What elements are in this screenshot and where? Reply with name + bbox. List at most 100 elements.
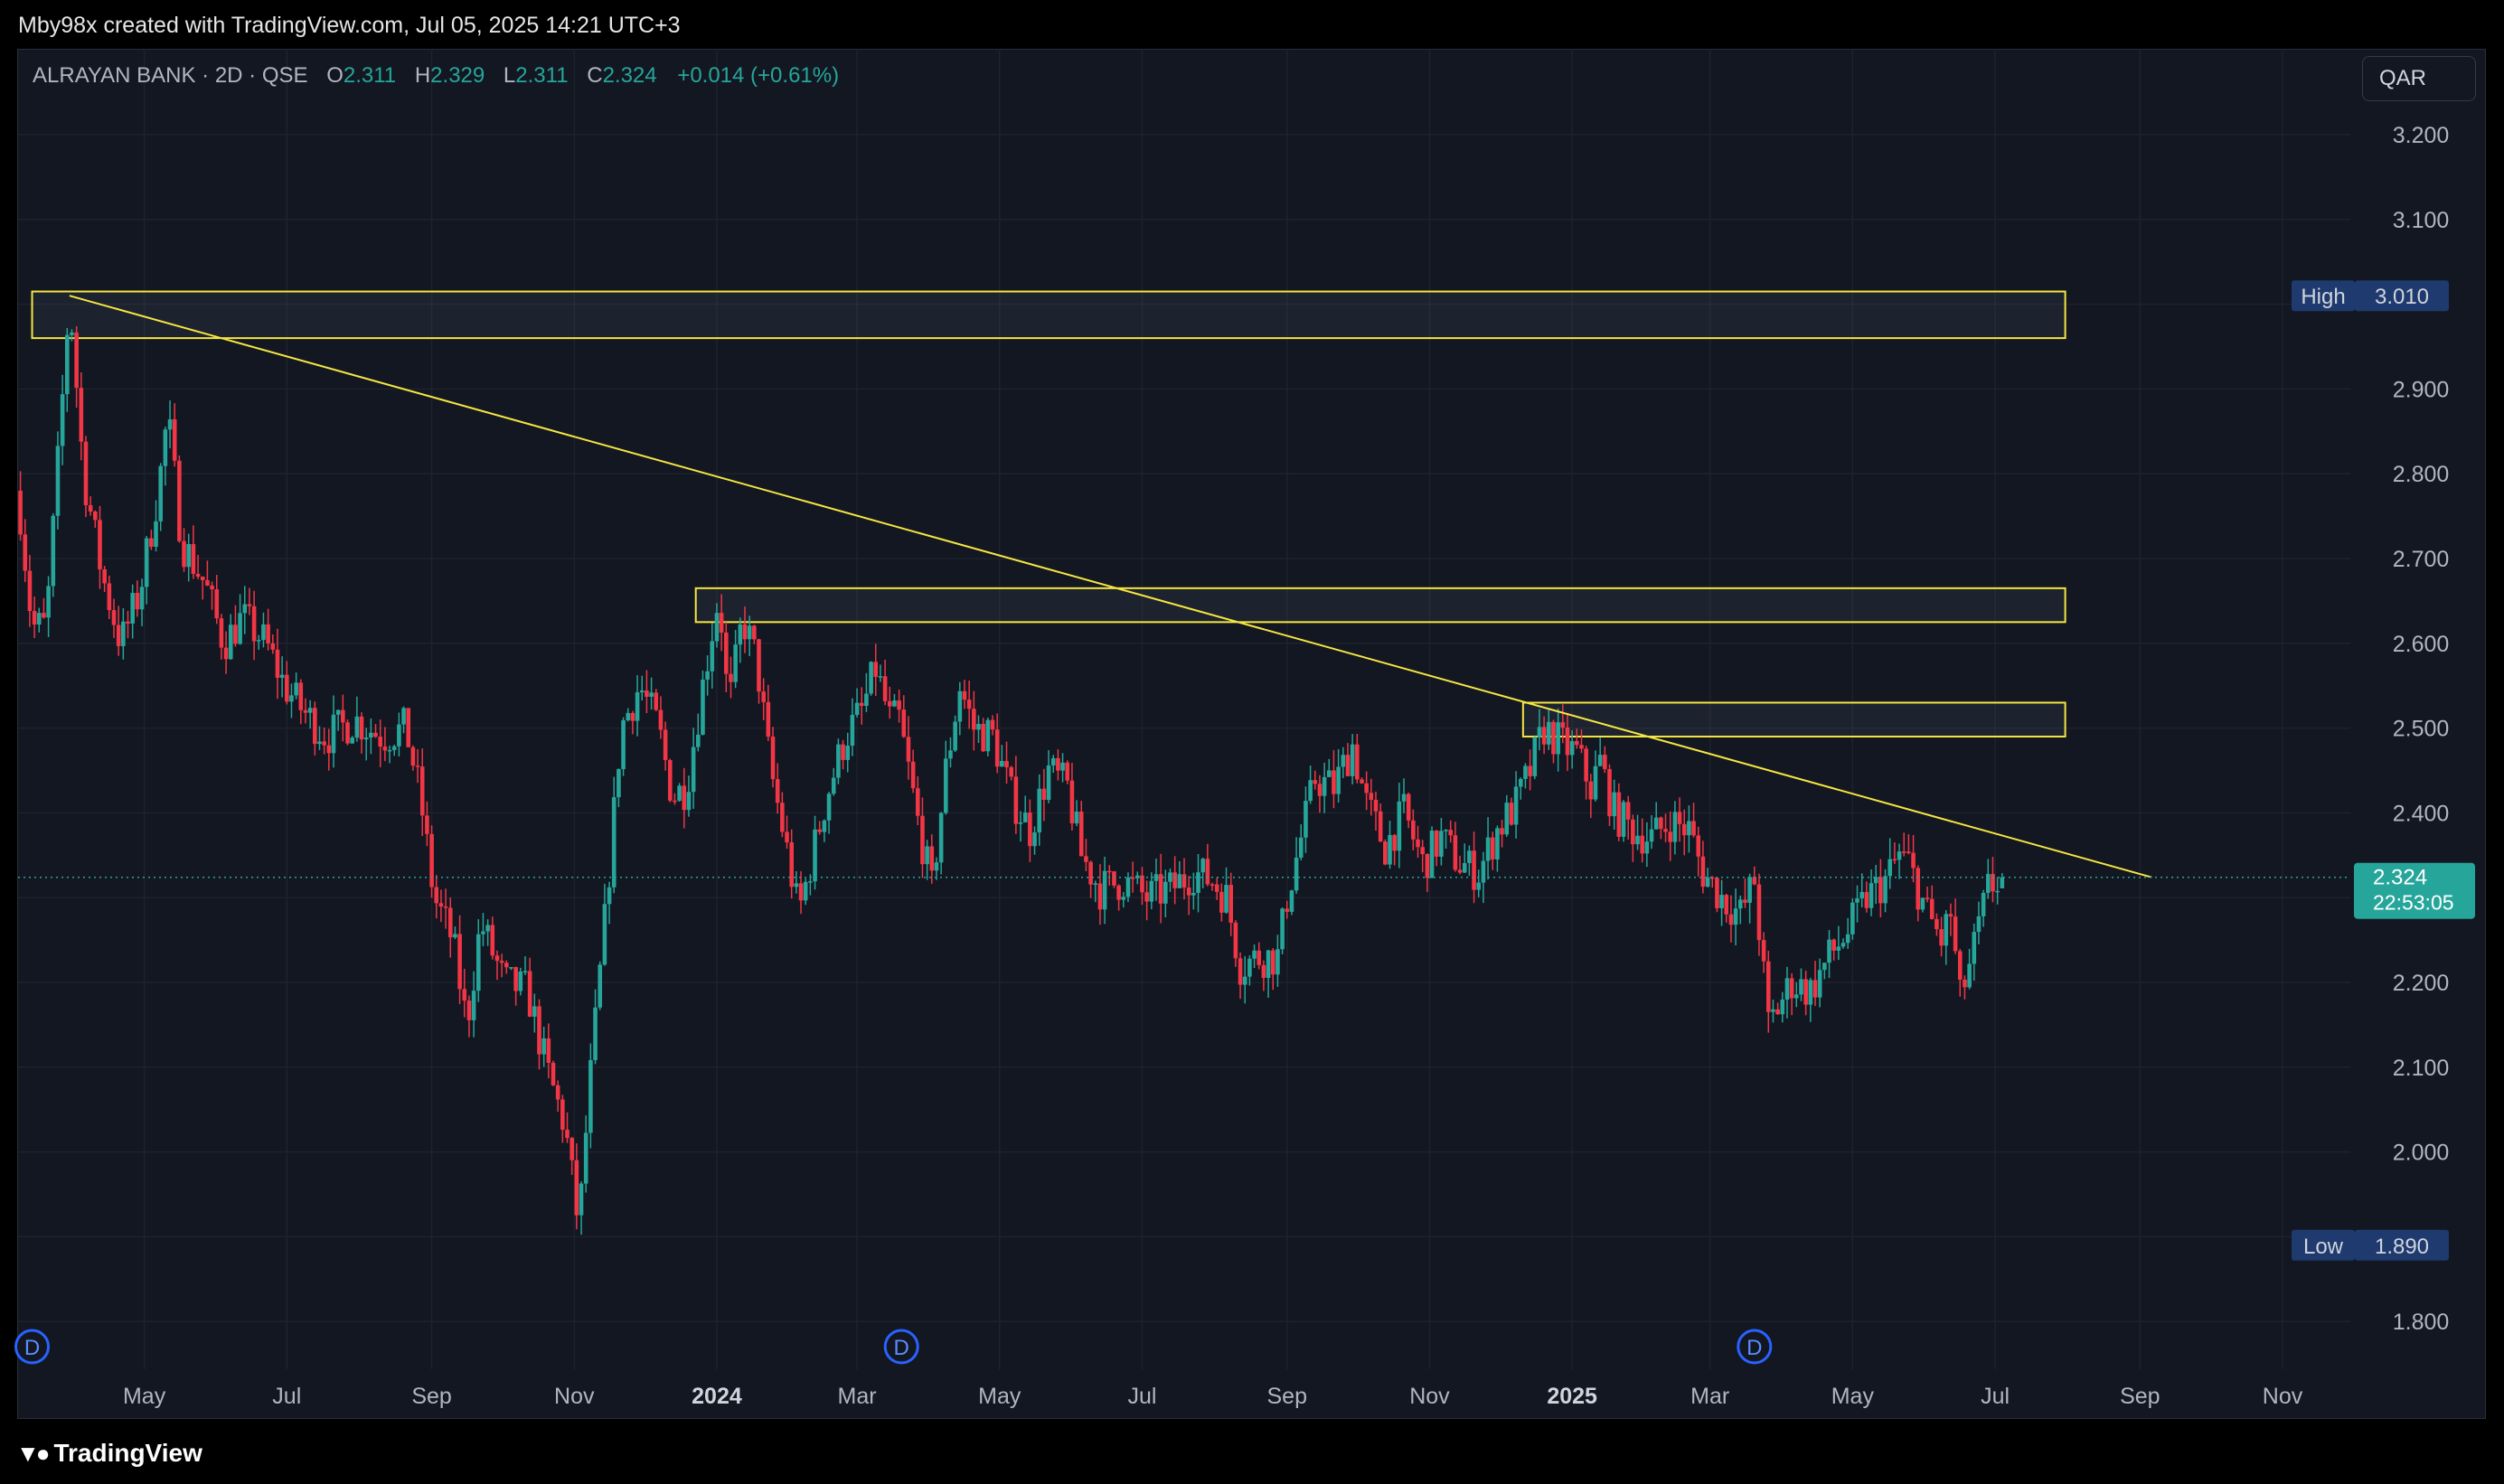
price-axis[interactable]: 3.200 3.100 2.900 2.800 2.700 2.600 2.500 2.400…	[2292, 123, 2475, 1335]
candle-down	[270, 643, 276, 650]
candle-down	[373, 732, 378, 737]
candle-up	[1808, 980, 1813, 1005]
candle-up	[481, 931, 485, 935]
marker-value-bg	[2355, 280, 2449, 312]
candle-up	[509, 967, 513, 969]
candle-down	[1065, 762, 1070, 781]
candle-up	[238, 613, 242, 644]
candle-up	[256, 640, 261, 642]
time-axis[interactable]: May Jul Sep Nov 2024 Mar May Jul Sep Nov 2025 Mar Ma…	[123, 1384, 2303, 1409]
y-tick-label: 2.400	[2393, 801, 2450, 826]
candle-up	[598, 964, 603, 1008]
candle-down	[1257, 950, 1262, 965]
resistance-zone[interactable]	[1521, 701, 2066, 737]
candle-up	[1200, 859, 1205, 873]
candle-down	[1378, 811, 1383, 842]
candle-down	[1186, 888, 1191, 896]
candle-up	[1439, 831, 1444, 857]
x-tick-label: Sep	[2120, 1384, 2160, 1409]
candle-up	[350, 737, 354, 744]
candle-up	[1032, 832, 1037, 847]
candle-down	[1088, 861, 1093, 885]
tradingview-logo-icon: ▼●	[16, 1440, 50, 1467]
candle-down	[410, 747, 416, 766]
tradingview-logo-text: TradingView	[53, 1439, 202, 1467]
candle-down	[1172, 872, 1177, 888]
candle-down	[1659, 817, 1663, 830]
candle-down	[841, 744, 845, 760]
candle-up	[1593, 765, 1598, 800]
candle-down	[901, 709, 907, 737]
candle-down	[798, 883, 804, 901]
chart-pane[interactable]	[17, 49, 2486, 1419]
candle-up	[1000, 760, 1004, 767]
currency-button[interactable]: QAR	[2362, 56, 2476, 101]
tradingview-logo[interactable]: ▼● TradingView	[16, 1439, 202, 1468]
candle-down	[1490, 837, 1495, 859]
dividend-marker[interactable]	[14, 1329, 51, 1365]
candle-down	[182, 540, 186, 568]
candle-up	[1649, 829, 1654, 842]
candle-up	[925, 846, 929, 865]
high-label: H	[414, 63, 431, 88]
candle-down	[658, 709, 664, 730]
candle-down	[1472, 850, 1476, 890]
resistance-zones[interactable]	[31, 290, 2066, 737]
candle-down	[1709, 877, 1715, 879]
candle-up	[579, 1183, 584, 1216]
x-tick-label: Jul	[1981, 1384, 2010, 1409]
candle-down	[1144, 892, 1149, 902]
candle-down	[1831, 939, 1836, 951]
candle-down	[494, 955, 500, 962]
candle-down	[1345, 755, 1351, 776]
candle-down	[438, 903, 444, 907]
candle-down	[1700, 856, 1706, 888]
x-tick-label: 2024	[692, 1384, 742, 1409]
resistance-zone[interactable]	[694, 587, 2066, 624]
candle-up	[1125, 877, 1131, 897]
y-tick-label: 3.200	[2393, 123, 2450, 148]
x-tick-label: Sep	[411, 1384, 451, 1409]
symbol-info[interactable]: ALRAYAN BANK · 2D · QSE	[33, 63, 308, 88]
trendline[interactable]	[69, 295, 2152, 878]
candle-up	[1523, 765, 1528, 779]
candle-down	[1696, 835, 1701, 857]
candle-down	[1313, 780, 1318, 784]
dividend-marker[interactable]	[883, 1329, 919, 1365]
x-tick-label: Sep	[1267, 1384, 1307, 1409]
candle-up	[167, 418, 173, 430]
trendline-layer[interactable]	[69, 295, 2152, 878]
candle-down	[770, 737, 776, 780]
candle-up	[139, 587, 145, 610]
candle-up	[822, 820, 827, 832]
candle-up	[1845, 934, 1850, 944]
candle-up	[1350, 744, 1355, 776]
candle-up	[51, 515, 56, 587]
candle-down	[897, 700, 901, 710]
candle-down	[1565, 728, 1570, 756]
resistance-zone[interactable]	[31, 290, 2066, 340]
candle-down	[906, 737, 911, 762]
dividend-marker[interactable]	[1737, 1329, 1773, 1365]
candle-down	[667, 760, 673, 801]
candle-up	[836, 744, 841, 778]
candle-down	[42, 613, 46, 618]
candle-up	[1322, 776, 1327, 796]
candle-up	[1481, 860, 1486, 883]
candle-up	[1153, 874, 1159, 881]
candle-down	[490, 925, 495, 956]
current-price-value: 2.324	[2373, 866, 2427, 890]
candle-up	[1093, 883, 1098, 885]
candle-up	[1046, 765, 1051, 801]
candle-down	[210, 585, 214, 589]
candle-down	[419, 766, 425, 816]
candle-up	[1621, 802, 1626, 837]
candle-down	[1373, 799, 1379, 812]
candle-down	[1028, 812, 1032, 847]
marker-tag-bg	[2292, 280, 2355, 312]
candle-down	[551, 1062, 556, 1085]
candle-down	[673, 800, 677, 803]
candle-up	[854, 702, 860, 716]
